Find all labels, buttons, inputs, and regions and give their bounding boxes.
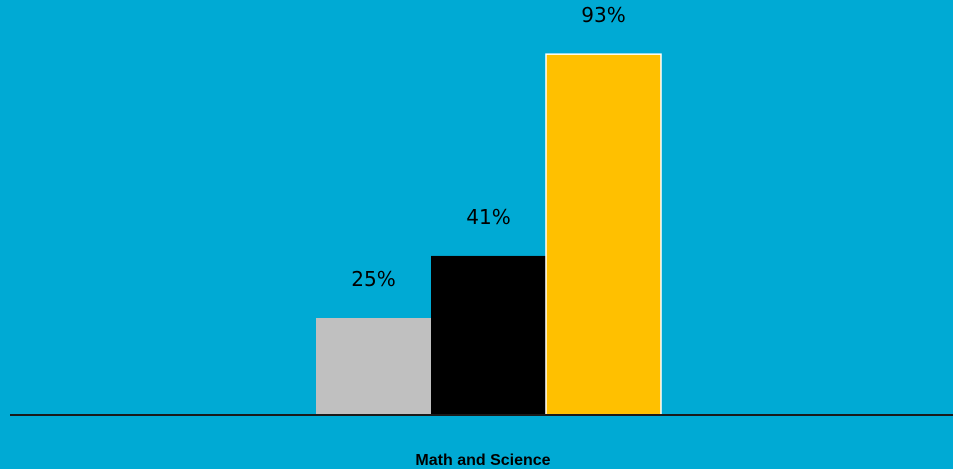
- data-label-2: 93%: [581, 3, 625, 27]
- data-label-0: 25%: [351, 267, 395, 291]
- category-label: Math and Science: [415, 452, 550, 469]
- bars-group: [316, 53, 662, 416]
- data-labels-group: 25% 41% 93%: [351, 3, 625, 291]
- bar-1: [431, 255, 546, 415]
- bar-0: [316, 318, 431, 415]
- bar-2: [545, 53, 662, 416]
- data-label-1: 41%: [466, 205, 510, 229]
